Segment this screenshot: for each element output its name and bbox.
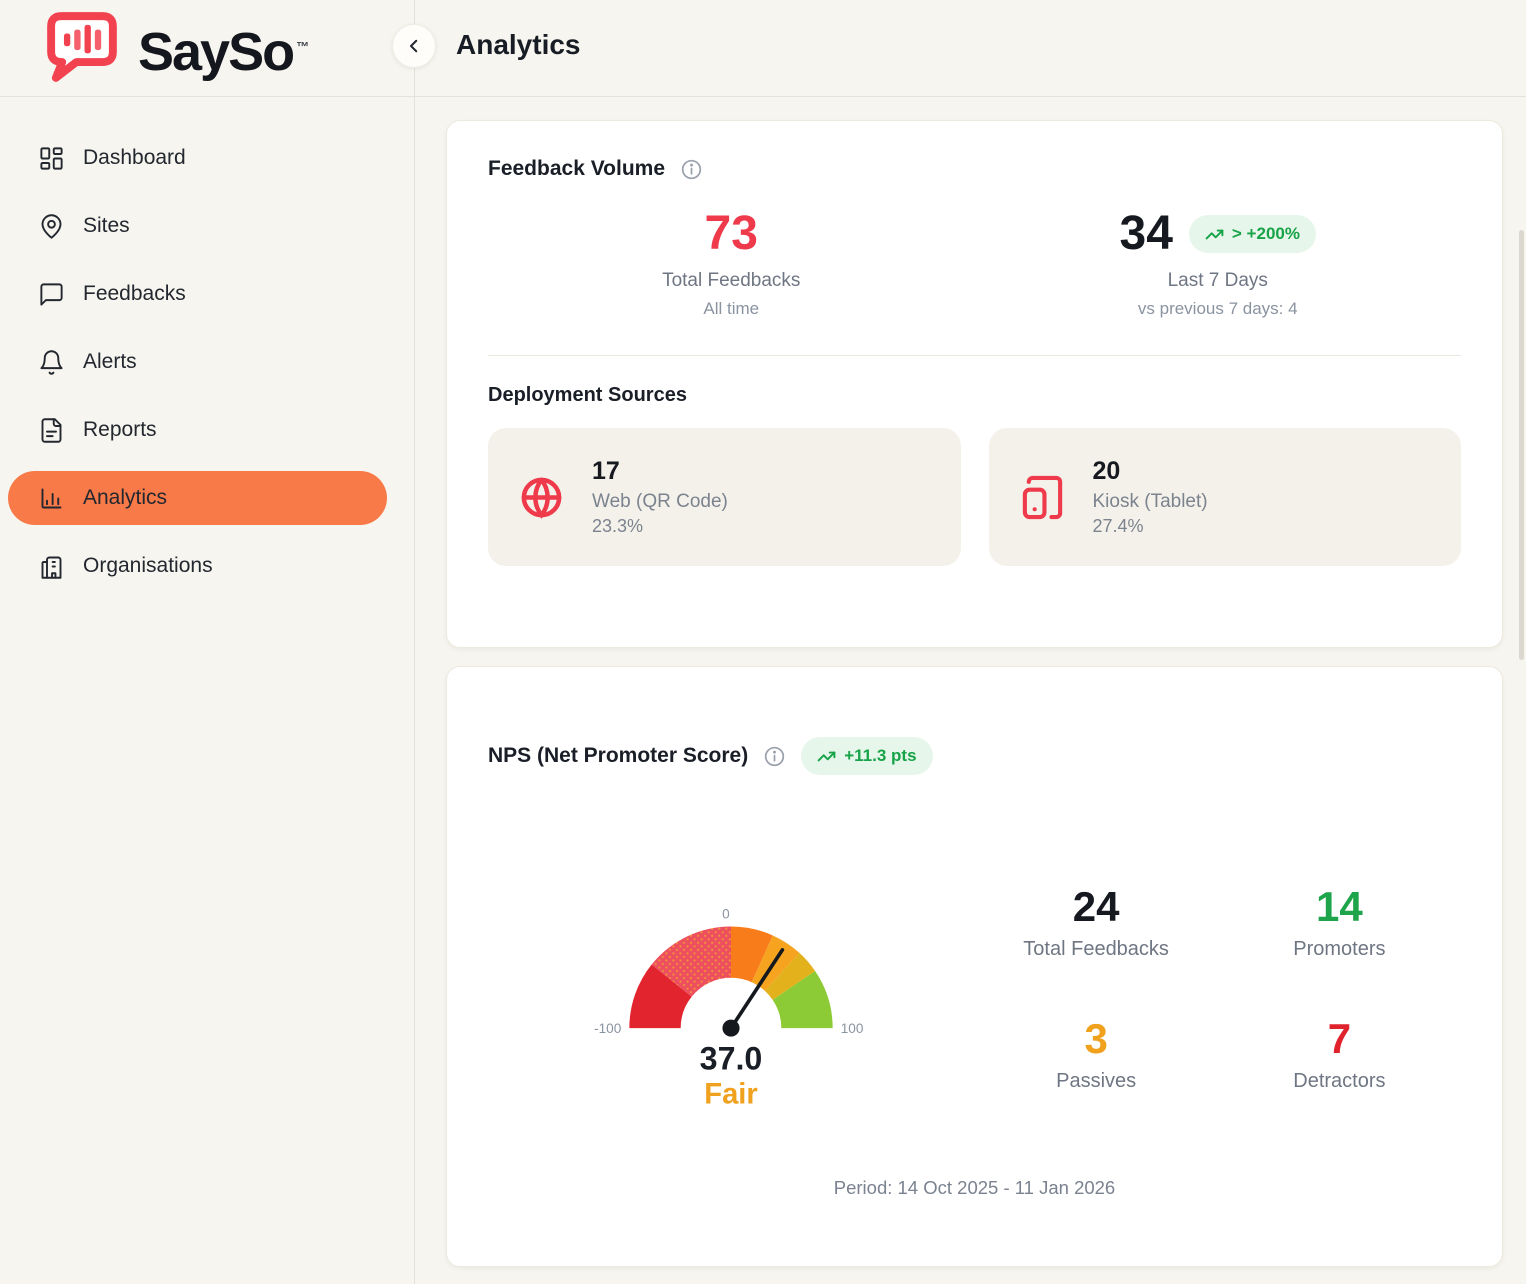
trademark: ™ <box>296 39 310 54</box>
back-button[interactable] <box>392 24 436 68</box>
nps-stats-grid: 24 Total Feedbacks 14 Promoters 3 Passiv… <box>975 883 1462 1111</box>
feedback-volume-title: Feedback Volume <box>488 157 666 180</box>
svg-text:0: 0 <box>722 909 730 921</box>
nps-title: NPS (Net Promoter Score) <box>488 744 749 767</box>
sidebar-item-label: Analytics <box>83 486 168 509</box>
sayso-logo[interactable]: SaySo ™ <box>44 9 309 90</box>
stat-value: 3 <box>1084 1015 1108 1063</box>
svg-text:Fair: Fair <box>704 1079 758 1111</box>
source-percent: 27.4% <box>1092 516 1144 537</box>
sidebar-item-sites[interactable]: Sites <box>8 199 387 253</box>
source-tile-text: 17 Web (QR Code) 23.3% <box>592 457 728 537</box>
trend-badge-label: > +200% <box>1231 224 1300 244</box>
dashboard-icon <box>40 146 63 170</box>
map-pin-icon <box>41 213 62 239</box>
last7days-value: 34 <box>1119 207 1173 260</box>
nps-card: NPS (Net Promoter Score) +11.3 pts -100 0… <box>446 666 1503 1267</box>
page-title: Analytics <box>456 29 581 60</box>
nps-stat-passives: 3 Passives <box>975 1015 1218 1093</box>
nps-stat-detractors: 7 Detractors <box>1218 1015 1461 1093</box>
bar-chart-icon <box>41 488 62 508</box>
sidebar-item-alerts[interactable]: Alerts <box>8 335 387 389</box>
stat-value: 24 <box>1072 883 1120 930</box>
source-value: 17 <box>592 457 620 486</box>
stat-label: Promoters <box>1293 938 1386 961</box>
bell-icon <box>40 349 63 375</box>
nps-badge-label: +11.3 pts <box>844 746 917 765</box>
nps-gauge-area: -100 0 100 37.0 Fair <box>488 885 975 1111</box>
globe-icon <box>521 477 562 519</box>
stat-value: 7 <box>1327 1015 1352 1063</box>
trending-up-icon <box>1205 229 1224 240</box>
trending-up-icon <box>817 751 836 761</box>
svg-text:100: 100 <box>841 1021 864 1036</box>
total-feedbacks-label: Total Feedbacks <box>662 270 801 292</box>
sidebar: Dashboard Sites Feedbacks Alerts Reports… <box>0 97 414 1284</box>
total-feedbacks-sublabel: All time <box>703 299 760 319</box>
sidebar-item-reports[interactable]: Reports <box>8 403 387 457</box>
last7days-label: Last 7 Days <box>1167 270 1268 292</box>
total-feedbacks-value: 73 <box>704 207 758 260</box>
card-section-divider <box>488 355 1461 357</box>
nps-stat-total: 24 Total Feedbacks <box>975 883 1218 961</box>
app-header: SaySo ™ Analytics <box>0 0 1526 97</box>
sayso-logo-icon <box>47 12 117 82</box>
chevron-left-icon <box>410 39 418 53</box>
chat-bubble-icon <box>40 282 63 306</box>
brand-name: SaySo ™ <box>138 22 310 82</box>
source-tile-web: 17 Web (QR Code) 23.3% <box>488 428 961 567</box>
sidebar-item-organisations[interactable]: Organisations <box>8 539 387 593</box>
sidebar-item-label: Feedbacks <box>83 282 186 305</box>
source-percent: 23.3% <box>592 516 644 537</box>
nps-period: Period: 14 Oct 2025 - 11 Jan 2026 <box>833 1177 1116 1198</box>
source-tile-text: 20 Kiosk (Tablet) 27.4% <box>1093 457 1208 537</box>
feedback-volume-card: Feedback Volume 73 Total Feedbacks All t… <box>446 120 1503 648</box>
vertical-scrollbar[interactable] <box>1519 230 1524 660</box>
sidebar-item-analytics[interactable]: Analytics <box>8 471 387 525</box>
last7days-sublabel: vs previous 7 days: 4 <box>1137 299 1298 319</box>
info-icon[interactable] <box>680 158 703 181</box>
document-icon <box>41 417 62 443</box>
source-tile-kiosk: 20 Kiosk (Tablet) 27.4% <box>988 428 1461 567</box>
source-label: Kiosk (Tablet) <box>1092 491 1208 513</box>
sidebar-item-label: Reports <box>83 418 157 441</box>
total-feedbacks-stat: 73 Total Feedbacks All time <box>488 207 975 319</box>
sidebar-item-label: Sites <box>83 214 130 237</box>
info-icon[interactable] <box>763 745 786 768</box>
nps-trend-badge: +11.3 pts <box>801 737 933 775</box>
last7days-trend-badge: > +200% <box>1188 215 1316 254</box>
main-content: Feedback Volume 73 Total Feedbacks All t… <box>415 97 1526 1284</box>
stat-label: Detractors <box>1293 1070 1386 1093</box>
stat-value: 14 <box>1316 883 1363 930</box>
sidebar-item-label: Dashboard <box>83 146 186 169</box>
sidebar-item-feedbacks[interactable]: Feedbacks <box>8 267 387 321</box>
sidebar-item-label: Organisations <box>83 554 213 577</box>
building-icon <box>41 556 62 579</box>
nps-stat-promoters: 14 Promoters <box>1218 883 1461 961</box>
sidebar-item-dashboard[interactable]: Dashboard <box>8 131 387 185</box>
sidebar-divider <box>414 0 415 1284</box>
stat-label: Passives <box>1056 1070 1137 1093</box>
tablet-icon <box>1022 475 1062 520</box>
last7days-stat: 34 > +200% Last 7 Days vs previous 7 day… <box>975 207 1462 319</box>
deployment-sources-title: Deployment Sources <box>488 384 687 407</box>
svg-text:37.0: 37.0 <box>700 1040 763 1076</box>
sidebar-item-label: Alerts <box>83 350 137 373</box>
stat-label: Total Feedbacks <box>1023 938 1169 961</box>
source-value: 20 <box>1092 457 1121 486</box>
svg-text:-100: -100 <box>594 1021 622 1036</box>
source-label: Web (QR Code) <box>592 491 728 513</box>
